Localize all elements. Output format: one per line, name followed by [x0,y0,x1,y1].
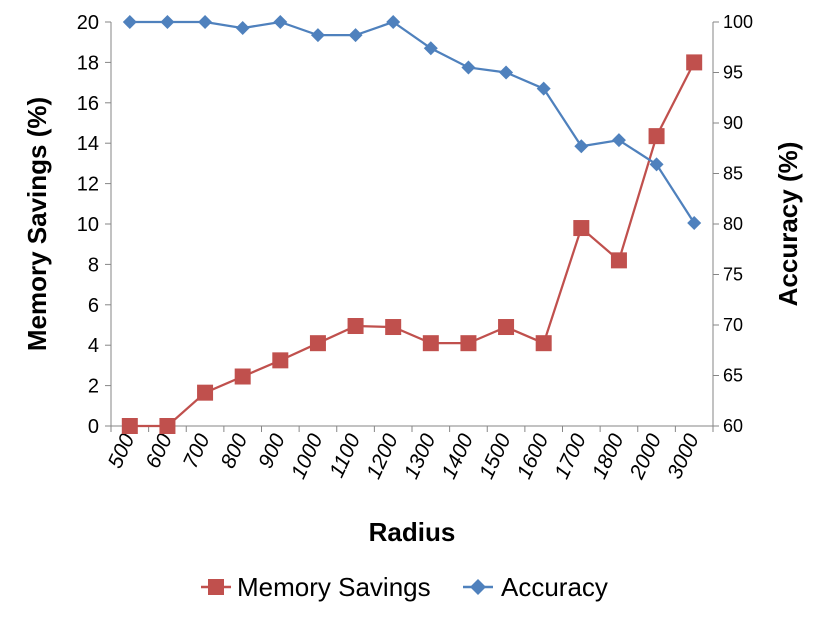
accuracy-point [122,15,137,29]
memory-savings-point [121,418,138,434]
x-tick-label: 1600 [513,430,554,482]
x-tick-label: 500 [104,430,140,472]
memory-savings-point [648,128,665,145]
y-left-tick-label: 14 [77,133,99,155]
y-right-tick-label: 60 [723,416,743,436]
y-right-tick-label: 100 [723,12,753,32]
y-right-tick-label: 85 [723,164,743,184]
x-tick-label: 1100 [325,430,365,481]
y-right-tick-label: 80 [723,214,743,234]
memory-savings-point [385,319,402,336]
y-right-axis-title: Accuracy (%) [773,142,803,307]
accuracy-point [273,15,288,29]
y-left-tick-label: 20 [77,12,99,34]
accuracy-point [611,133,626,148]
y-left-tick-label: 18 [77,52,99,74]
legend: Memory Savings Accuracy [201,572,608,602]
memory-savings-point [535,335,552,352]
accuracy-point [386,15,401,29]
accuracy-point [160,15,175,29]
x-tick-label: 1400 [437,430,478,482]
accuracy-point [423,41,438,56]
x-tick-label: 900 [254,430,290,472]
memory-savings-point [272,352,289,369]
x-tick-label: 1000 [287,430,328,482]
y-left-tick-label: 16 [77,93,99,115]
memory-savings-point [422,335,439,352]
memory-savings-point [610,252,627,269]
legend-memory-savings-label: Memory Savings [237,572,431,602]
accuracy-point [687,215,702,230]
y-left-axis-title: Memory Savings (%) [22,97,52,351]
legend-memory-savings-marker [208,579,224,595]
legend-accuracy-marker [470,579,486,595]
accuracy-point [235,21,250,36]
y-left-tick-label: 8 [88,254,99,276]
legend-accuracy-label: Accuracy [501,572,608,602]
x-tick-label: 1300 [400,430,441,482]
x-tick-label: 800 [217,430,253,472]
memory-savings-point [686,54,703,71]
y-right-tick-label: 95 [723,63,743,83]
series-layer [121,15,703,434]
accuracy-point [310,28,325,43]
memory-savings-point [498,319,515,336]
accuracy-point [536,81,551,96]
accuracy-point [574,139,589,154]
x-tick-label: 1800 [588,430,629,482]
memory-savings-point [309,335,326,352]
memory-savings-point [234,368,251,385]
x-axis-title: Radius [369,517,456,547]
memory-savings-series-line [129,61,696,428]
x-tick-label: 3000 [663,430,704,482]
y-left-tick-label: 12 [77,174,99,196]
y-right-tick-label: 75 [723,265,743,285]
x-tick-label: 700 [179,430,215,472]
accuracy-series-line [129,20,696,224]
accuracy-point [649,157,664,172]
axes-layer: 0 2 4 6 8 10 12 14 16 18 20 60 65 70 75 80 85 90 95 100 500 6… [77,12,753,483]
memory-savings-point [347,318,364,335]
memory-savings-point [197,384,214,401]
memory-savings-point [573,220,590,237]
x-tick-label: 1500 [475,430,516,482]
y-left-tick-label: 10 [77,214,99,236]
x-tick-label: 2000 [625,430,666,483]
x-tick-label: 1200 [362,430,403,482]
x-tick-label: 600 [141,430,177,472]
memory-savings-point [159,418,176,434]
memory-savings-point [460,335,477,352]
x-tick-label: 1700 [550,430,591,482]
y-left-tick-label: 6 [88,295,99,317]
y-left-tick-label: 4 [88,335,99,357]
accuracy-point [348,28,363,43]
accuracy-point [198,15,213,29]
y-right-tick-label: 70 [723,315,743,335]
accuracy-point [499,65,514,80]
y-right-tick-label: 65 [723,366,743,386]
y-left-tick-label: 2 [88,376,99,398]
y-right-tick-label: 90 [723,113,743,133]
accuracy-point [461,60,476,75]
y-left-tick-label: 0 [88,416,99,438]
